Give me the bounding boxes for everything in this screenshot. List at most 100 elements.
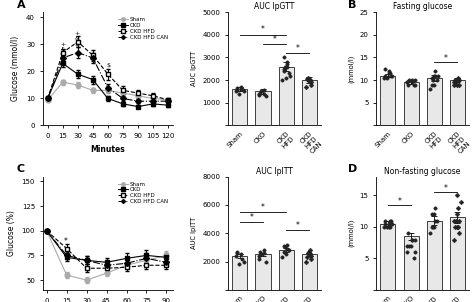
Point [457, 199, 465, 204]
Title: AUC IpITT: AUC IpITT [256, 167, 293, 176]
Point [304, 76, 312, 80]
Bar [450, 217, 465, 290]
Point [453, 212, 461, 217]
Point [260, 91, 268, 96]
Point [233, 249, 241, 254]
Text: *: * [398, 197, 401, 206]
Text: +: + [60, 42, 65, 47]
Bar [279, 66, 294, 126]
Point [454, 224, 462, 229]
Y-axis label: (mmol/l): (mmol/l) [347, 219, 354, 247]
Point [285, 71, 293, 76]
Point [411, 250, 419, 255]
Text: D: D [348, 164, 357, 174]
Text: *: * [444, 184, 448, 193]
Point [306, 252, 313, 257]
Point [280, 249, 288, 254]
X-axis label: Minutes: Minutes [91, 145, 125, 154]
Text: *: * [296, 221, 300, 230]
Point [255, 256, 263, 261]
Point [281, 243, 288, 248]
Point [388, 73, 395, 78]
Point [302, 85, 310, 89]
Bar [450, 80, 465, 126]
Point [430, 212, 438, 217]
Text: &: & [74, 37, 79, 41]
Point [279, 255, 286, 260]
Point [240, 89, 247, 94]
Point [410, 82, 418, 87]
Point [235, 262, 243, 267]
Bar [427, 78, 442, 126]
Point [456, 82, 463, 87]
Point [307, 256, 315, 261]
Point [431, 218, 438, 223]
Point [237, 252, 245, 257]
Point [427, 231, 434, 236]
Y-axis label: (mmol/l): (mmol/l) [347, 55, 354, 83]
Legend: Sham, CKD, CKD HFD, CKD HFD CAN: Sham, CKD, CKD HFD, CKD HFD CAN [116, 179, 170, 206]
Point [285, 248, 293, 253]
Point [280, 69, 288, 73]
Point [255, 253, 263, 258]
Bar [279, 250, 294, 290]
Point [235, 91, 243, 96]
Bar [232, 256, 247, 290]
Point [255, 92, 263, 97]
Point [450, 80, 458, 85]
Point [453, 80, 460, 85]
Bar [302, 80, 317, 126]
Point [283, 76, 290, 80]
Point [257, 252, 264, 257]
Point [306, 248, 314, 253]
Y-axis label: AUC IpITT: AUC IpITT [191, 217, 197, 249]
Point [257, 89, 264, 94]
Point [240, 259, 247, 264]
Point [302, 259, 310, 264]
Text: *: * [444, 54, 448, 63]
Point [451, 78, 458, 82]
Bar [380, 224, 395, 290]
Point [308, 253, 315, 258]
Text: C: C [17, 164, 25, 174]
Bar [380, 76, 395, 126]
Point [454, 224, 461, 229]
Y-axis label: Glucose (%): Glucose (%) [7, 210, 16, 256]
Point [283, 242, 291, 247]
Point [385, 224, 392, 229]
Point [433, 78, 441, 82]
Text: B: B [348, 0, 356, 10]
Point [233, 86, 241, 91]
Point [305, 249, 312, 254]
Text: A: A [17, 0, 25, 10]
Point [429, 78, 437, 82]
Point [411, 237, 419, 242]
Point [403, 80, 411, 85]
Point [387, 218, 395, 223]
Point [408, 237, 416, 242]
Point [411, 82, 419, 87]
Point [432, 206, 439, 210]
Point [380, 224, 388, 229]
Point [386, 218, 393, 223]
Point [279, 78, 286, 82]
Point [260, 251, 268, 255]
Point [388, 221, 395, 226]
Text: *: * [273, 34, 276, 43]
Point [453, 193, 461, 198]
Point [256, 90, 264, 95]
Bar [302, 255, 317, 290]
Point [233, 251, 241, 255]
Point [454, 76, 462, 80]
Text: *: * [261, 203, 265, 212]
Point [453, 82, 461, 87]
Point [282, 64, 289, 69]
Point [405, 78, 412, 82]
Point [286, 73, 294, 78]
Point [262, 94, 270, 98]
Point [262, 259, 270, 264]
Point [403, 250, 411, 255]
Legend: Sham, CKD, CKD HFD, CKD HFD CAN: Sham, CKD, CKD HFD, CKD HFD CAN [116, 15, 170, 42]
Point [434, 73, 442, 78]
Y-axis label: Glucose (mmol/l): Glucose (mmol/l) [11, 36, 20, 101]
